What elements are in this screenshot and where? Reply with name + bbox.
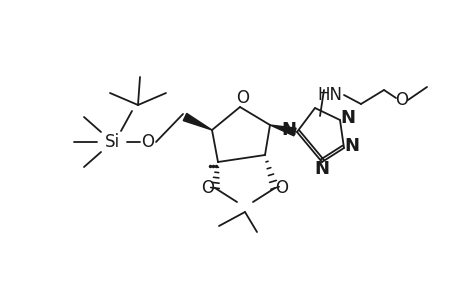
Text: O: O (201, 179, 214, 197)
Text: N: N (281, 121, 296, 139)
Text: O: O (395, 91, 408, 109)
Text: O: O (141, 133, 154, 151)
Text: HN: HN (317, 86, 342, 104)
Text: O: O (275, 179, 288, 197)
Text: N: N (344, 137, 359, 155)
Text: N: N (340, 109, 355, 127)
Polygon shape (269, 125, 296, 136)
Polygon shape (183, 113, 212, 130)
Text: O: O (236, 89, 249, 107)
Text: N: N (314, 160, 329, 178)
Text: Si: Si (104, 133, 119, 151)
